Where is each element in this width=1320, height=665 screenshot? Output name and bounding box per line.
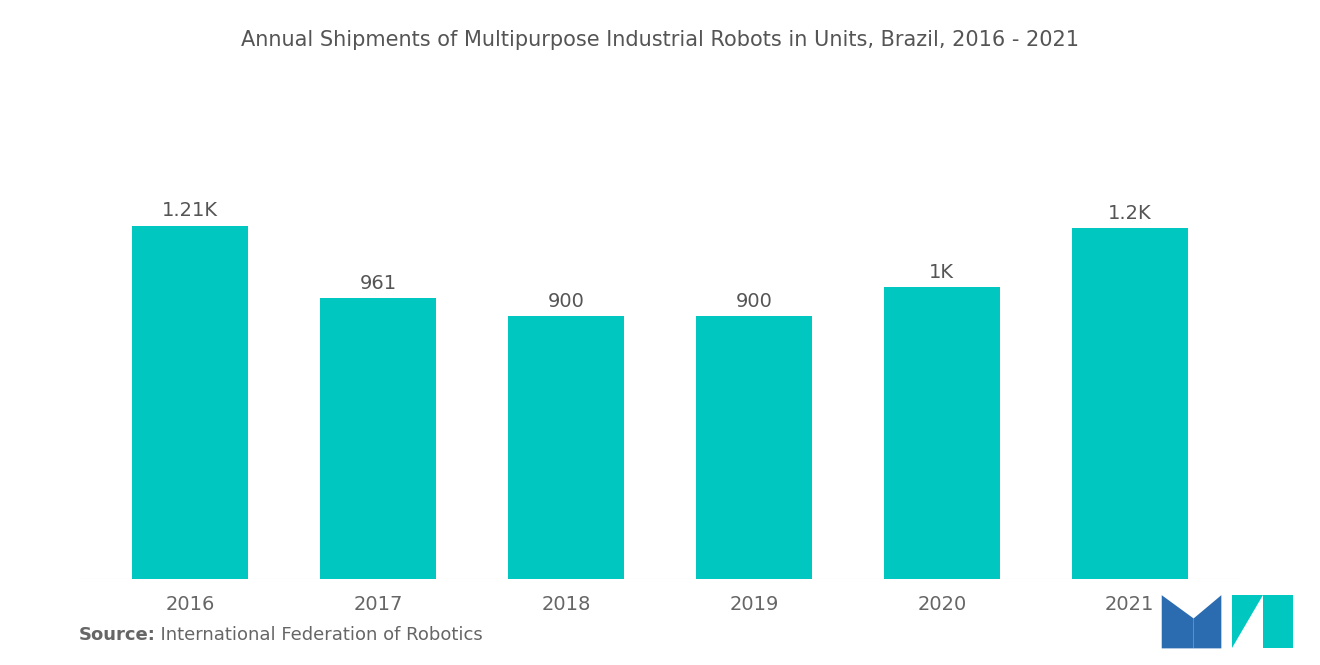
Bar: [883, 287, 1001, 579]
Bar: [1072, 229, 1188, 579]
Text: 1.21K: 1.21K: [162, 201, 218, 220]
Polygon shape: [1162, 595, 1193, 648]
Text: 1K: 1K: [929, 263, 954, 281]
Text: 961: 961: [359, 274, 397, 293]
Bar: [132, 225, 248, 579]
Text: 1.2K: 1.2K: [1107, 204, 1151, 223]
Polygon shape: [1193, 595, 1221, 648]
Bar: [696, 316, 812, 579]
Text: International Federation of Robotics: International Federation of Robotics: [149, 626, 483, 644]
Text: 900: 900: [548, 292, 585, 311]
Bar: [508, 316, 624, 579]
Text: 900: 900: [735, 292, 772, 311]
Text: Annual Shipments of Multipurpose Industrial Robots in Units, Brazil, 2016 - 2021: Annual Shipments of Multipurpose Industr…: [242, 30, 1078, 50]
Bar: [319, 298, 437, 579]
Polygon shape: [1263, 595, 1294, 648]
Polygon shape: [1233, 595, 1263, 648]
Text: Source:: Source:: [79, 626, 156, 644]
